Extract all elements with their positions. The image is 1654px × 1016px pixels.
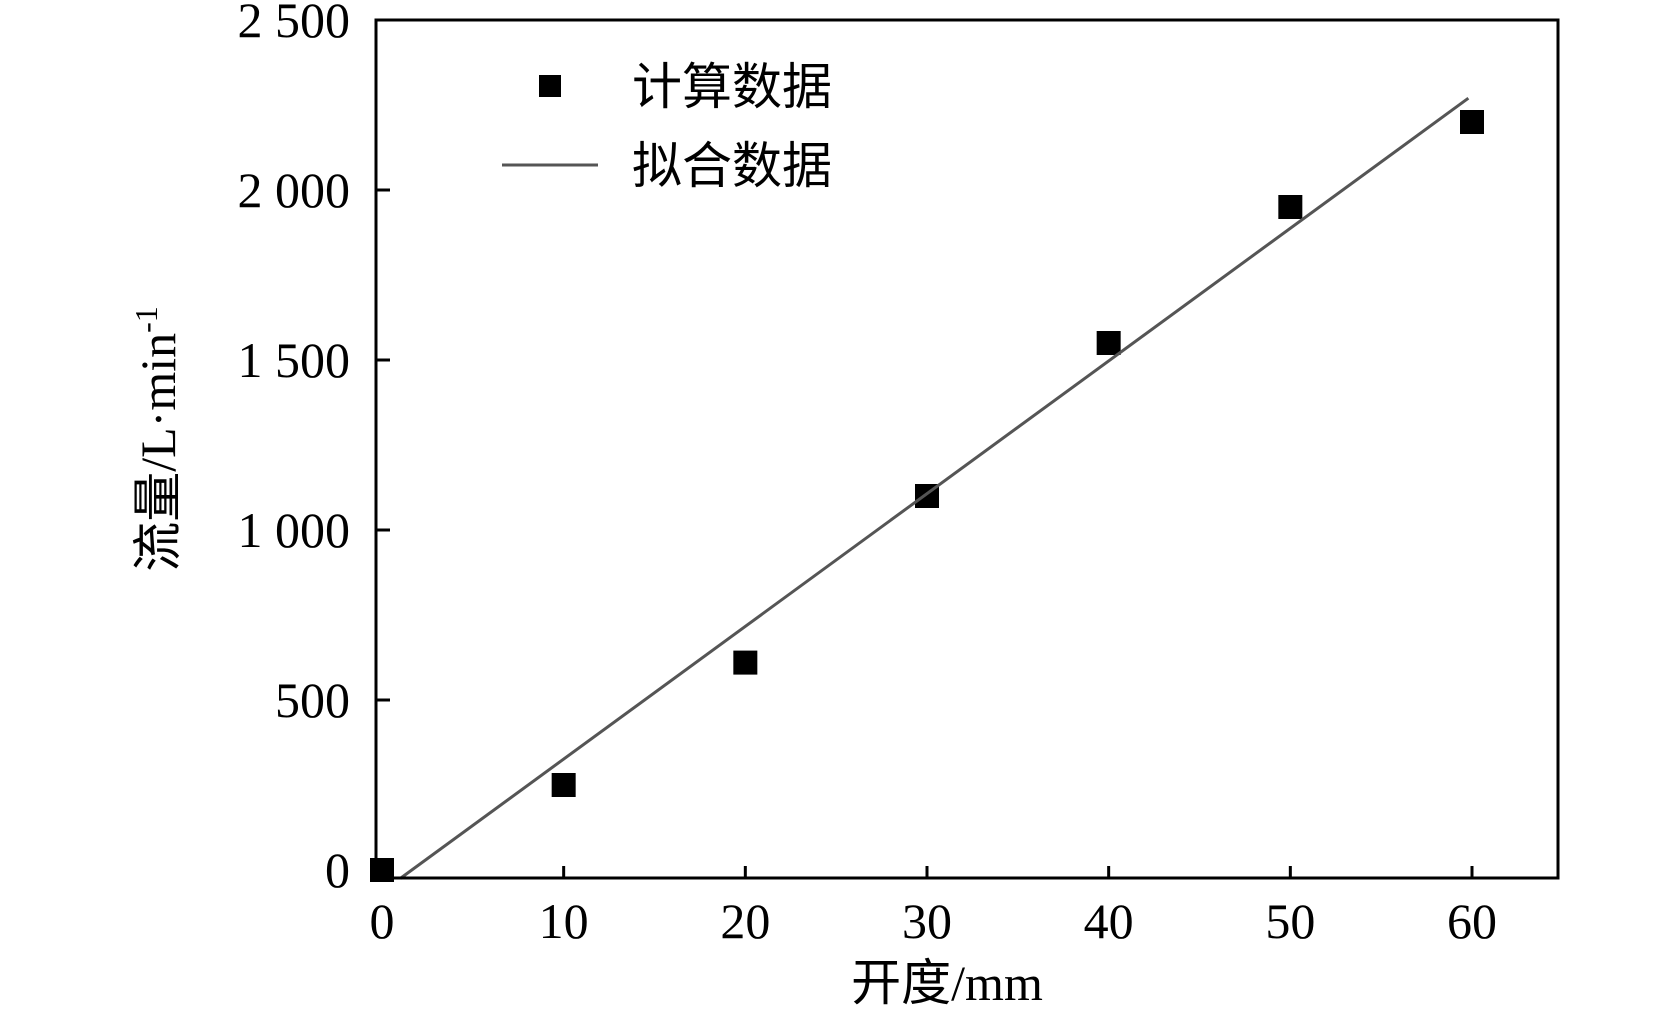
y-tick-label: 1 000 xyxy=(238,502,351,558)
y-tick-label: 2 500 xyxy=(238,0,351,48)
x-tick-label: 40 xyxy=(1084,893,1134,949)
x-tick-label: 60 xyxy=(1447,893,1497,949)
data-point xyxy=(551,773,576,797)
x-tick-label: 50 xyxy=(1265,893,1315,949)
x-tick-label: 0 xyxy=(370,893,395,949)
y-tick-label: 1 500 xyxy=(238,332,351,388)
y-axis-title: 流量/L·min-1 xyxy=(128,306,186,572)
legend-label: 计算数据 xyxy=(632,59,832,115)
legend-square-marker xyxy=(539,75,561,97)
y-tick-label: 500 xyxy=(275,672,350,728)
data-point xyxy=(1096,331,1121,355)
data-point xyxy=(1278,195,1303,219)
x-tick-label: 20 xyxy=(720,893,770,949)
fit-line xyxy=(399,96,1470,880)
x-tick-label: 30 xyxy=(902,893,952,949)
data-point xyxy=(1460,110,1484,134)
y-tick-label: 0 xyxy=(325,842,350,898)
y-axis-title-superscript: -1 xyxy=(128,306,164,333)
axes-layer: 0 10 20 30 40 50 60 0 500 1 000 1 500 2 000 2 500 xyxy=(238,0,1560,949)
legend-label: 拟合数据 xyxy=(632,138,832,194)
y-tick-label: 2 000 xyxy=(238,162,351,218)
y-axis-title-main: 流量/L·min xyxy=(130,333,186,572)
x-axis-title: 开度/mm xyxy=(851,955,1043,1011)
plot-frame xyxy=(374,18,1560,880)
data-point xyxy=(733,650,758,675)
x-tick-label: 10 xyxy=(539,893,589,949)
plot-layer xyxy=(370,96,1484,882)
